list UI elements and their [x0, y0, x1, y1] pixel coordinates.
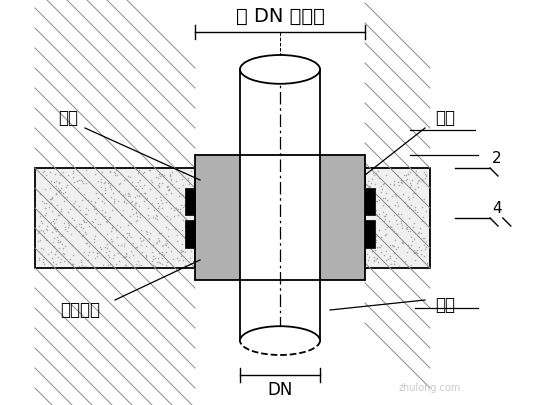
- Bar: [185, 188, 195, 215]
- Text: 油庄: 油庄: [58, 109, 78, 127]
- Text: 比 DN 大二号: 比 DN 大二号: [236, 6, 324, 26]
- Text: zhulong.com: zhulong.com: [399, 383, 461, 393]
- Bar: [195, 155, 240, 280]
- Bar: [195, 155, 365, 280]
- Text: 4: 4: [492, 201, 502, 216]
- Text: 石棉水泥: 石棉水泥: [60, 301, 100, 319]
- Text: 套管: 套管: [435, 109, 455, 127]
- Bar: [185, 220, 195, 247]
- Text: 小管: 小管: [435, 296, 455, 314]
- Text: DN: DN: [267, 381, 293, 399]
- Bar: [365, 188, 375, 215]
- Text: 2: 2: [492, 151, 502, 166]
- Bar: [320, 155, 365, 280]
- Bar: [365, 220, 375, 247]
- Bar: [35, 168, 195, 268]
- Bar: [365, 168, 430, 268]
- Bar: [240, 155, 320, 280]
- Ellipse shape: [240, 55, 320, 84]
- Ellipse shape: [240, 326, 320, 355]
